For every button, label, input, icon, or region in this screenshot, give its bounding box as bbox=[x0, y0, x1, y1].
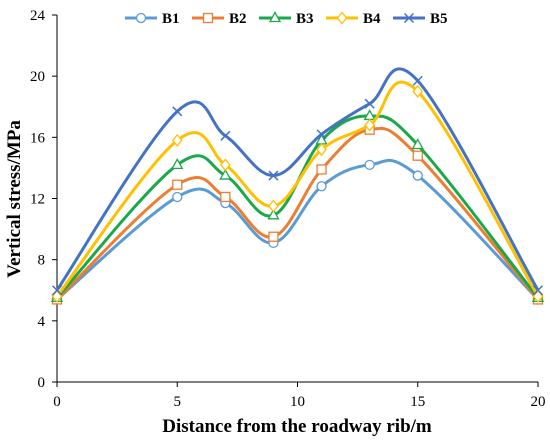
data-point-b5 bbox=[412, 75, 423, 86]
data-point-b4 bbox=[171, 133, 183, 147]
data-point-b3 bbox=[411, 138, 424, 150]
legend-item-b2: B2 bbox=[192, 11, 247, 27]
point-stroke bbox=[268, 170, 279, 181]
data-point-b1 bbox=[172, 191, 183, 203]
data-point-b3 bbox=[267, 208, 280, 220]
legend-item-b5: B5 bbox=[393, 11, 448, 27]
x-tick-label: 20 bbox=[531, 394, 546, 410]
legend-label: B3 bbox=[296, 11, 314, 27]
legend-item-b1: B1 bbox=[125, 11, 180, 27]
legend-item-b4: B4 bbox=[326, 11, 381, 27]
data-point-b2 bbox=[268, 231, 279, 242]
legend-label: B2 bbox=[229, 11, 247, 27]
y-tick-label: 12 bbox=[30, 192, 45, 208]
data-point-b4 bbox=[220, 158, 231, 172]
y-tick-label: 16 bbox=[30, 130, 46, 146]
data-point-b5 bbox=[364, 98, 375, 109]
y-tick-label: 0 bbox=[38, 375, 46, 391]
data-point-b4 bbox=[364, 118, 375, 132]
legend: B1 B2 B3 B4 B5 bbox=[125, 11, 448, 27]
data-point-b5 bbox=[172, 106, 183, 117]
series-b4 bbox=[51, 80, 544, 303]
data-point-b4 bbox=[51, 289, 63, 303]
legend-marker bbox=[135, 12, 147, 24]
series-layer bbox=[50, 67, 545, 305]
data-point-b4 bbox=[316, 143, 327, 157]
data-point-b1 bbox=[412, 170, 423, 181]
data-point-b5 bbox=[220, 130, 231, 141]
point-stroke bbox=[172, 106, 183, 117]
data-point-b1 bbox=[316, 181, 327, 192]
data-point-b5 bbox=[316, 129, 327, 140]
y-tick-label: 8 bbox=[38, 253, 46, 269]
y-tick-label: 24 bbox=[30, 8, 46, 24]
legend-marker bbox=[202, 12, 214, 24]
x-tick-label: 10 bbox=[290, 394, 305, 410]
x-tick-label: 5 bbox=[174, 394, 182, 410]
data-point-b5 bbox=[268, 170, 279, 181]
legend-marker bbox=[268, 11, 282, 23]
x-axis-title: Distance from the roadway rib/m bbox=[162, 416, 432, 437]
data-point-b2 bbox=[412, 150, 423, 161]
data-point-b2 bbox=[316, 164, 327, 175]
legend-label: B1 bbox=[162, 11, 180, 27]
point-stroke bbox=[316, 129, 327, 140]
data-point-b4 bbox=[532, 289, 544, 303]
series-b5 bbox=[51, 67, 544, 296]
point-stroke bbox=[403, 12, 415, 24]
y-tick-label: 4 bbox=[38, 314, 46, 330]
series-line-b4 bbox=[55, 80, 540, 298]
data-point-b2 bbox=[172, 179, 183, 190]
point-stroke bbox=[532, 285, 544, 296]
legend-item-b3: B3 bbox=[259, 11, 314, 27]
data-point-b5 bbox=[51, 285, 63, 296]
x-ticks: 0 5 10 15 20 bbox=[53, 382, 546, 410]
point-stroke bbox=[220, 130, 231, 141]
x-tick-label: 0 bbox=[53, 394, 61, 410]
y-tick-label: 20 bbox=[30, 69, 45, 85]
y-ticks: 0 4 8 12 16 20 24 bbox=[30, 8, 57, 391]
legend-marker bbox=[403, 12, 415, 24]
point-stroke bbox=[364, 98, 375, 109]
x-tick-label: 15 bbox=[410, 394, 425, 410]
data-point-b3 bbox=[219, 168, 232, 180]
data-point-b5 bbox=[532, 285, 544, 296]
point-stroke bbox=[51, 285, 63, 296]
point-stroke bbox=[412, 75, 423, 86]
legend-label: B4 bbox=[363, 11, 381, 27]
data-point-b1 bbox=[364, 159, 375, 171]
legend-marker bbox=[336, 11, 348, 25]
data-point-b3 bbox=[171, 158, 184, 170]
data-point-b2 bbox=[220, 191, 231, 203]
y-axis-title: Vertical stress/MPa bbox=[4, 120, 25, 278]
legend-label: B5 bbox=[430, 11, 448, 27]
data-point-b4 bbox=[412, 84, 424, 98]
data-point-b4 bbox=[268, 199, 279, 213]
